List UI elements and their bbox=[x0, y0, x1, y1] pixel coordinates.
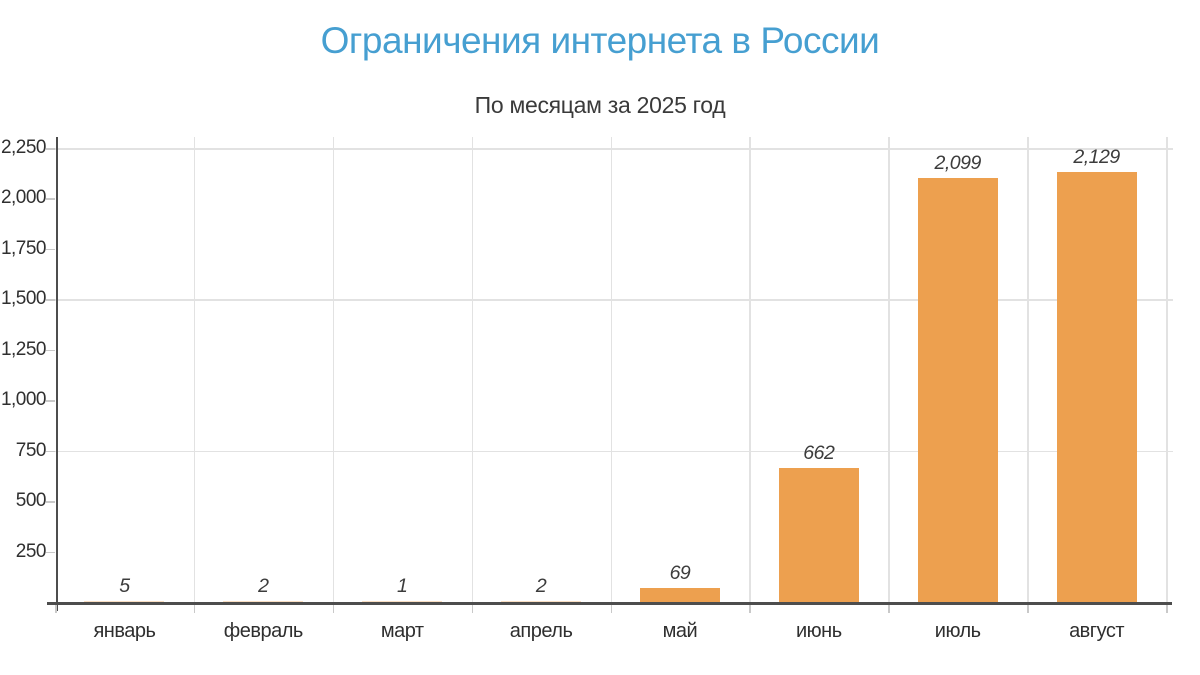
bar-апрель bbox=[501, 601, 582, 602]
horizontal-gridline bbox=[55, 299, 1173, 301]
bar-июль bbox=[917, 178, 998, 602]
y-axis-tick bbox=[46, 148, 55, 150]
y-axis-tick-label: 500 bbox=[15, 490, 47, 512]
y-axis-tick bbox=[46, 299, 55, 301]
x-axis-tick bbox=[749, 605, 751, 613]
bar-value-label: 2,099 bbox=[934, 152, 982, 175]
bar-январь bbox=[84, 600, 165, 602]
x-axis-category-label: февраль bbox=[223, 620, 304, 642]
x-axis-tick bbox=[471, 605, 474, 613]
x-axis-category-label: май bbox=[662, 620, 698, 642]
x-axis-tick bbox=[55, 605, 57, 613]
x-axis-category-label: июнь bbox=[795, 620, 842, 642]
x-axis-line bbox=[47, 602, 1172, 605]
vertical-gridline bbox=[193, 137, 196, 602]
x-axis-tick bbox=[332, 605, 335, 613]
y-axis-tick bbox=[46, 349, 55, 352]
y-axis-tick bbox=[46, 501, 55, 503]
bar-март bbox=[362, 601, 443, 602]
y-axis-tick-label: 2,250 bbox=[0, 137, 47, 158]
x-axis-category-label: март bbox=[380, 620, 424, 642]
x-axis-category-label: январь bbox=[93, 620, 156, 642]
y-axis-tick-label: 1,000 bbox=[0, 389, 47, 411]
bar-value-label: 2 bbox=[258, 575, 269, 597]
horizontal-gridline bbox=[55, 148, 1173, 150]
bar-value-label: 1 bbox=[397, 575, 408, 597]
y-axis-tick-label: 1,250 bbox=[0, 338, 47, 360]
x-axis-category-label: август bbox=[1069, 620, 1125, 642]
bar-value-label: 2,129 bbox=[1073, 146, 1120, 169]
bar-value-label: 2 bbox=[535, 575, 547, 597]
vertical-gridline bbox=[1166, 137, 1168, 602]
x-axis-tick bbox=[1027, 605, 1029, 613]
vertical-gridline bbox=[610, 137, 612, 602]
vertical-gridline bbox=[749, 137, 751, 602]
y-axis-tick bbox=[46, 400, 55, 402]
x-axis-tick bbox=[610, 605, 612, 613]
y-axis-tick-label: 1,500 bbox=[0, 288, 47, 310]
bar-value-label: 662 bbox=[803, 442, 835, 465]
bar-июнь bbox=[778, 468, 859, 602]
vertical-gridline bbox=[888, 137, 890, 602]
x-axis-category-label: апрель bbox=[509, 620, 573, 642]
y-axis-tick-label: 750 bbox=[15, 439, 47, 461]
bar-февраль bbox=[223, 601, 304, 602]
bar-май bbox=[639, 588, 720, 602]
y-axis-tick bbox=[46, 198, 55, 200]
chart-title: Ограничения интернета в России bbox=[320, 20, 880, 61]
bar-value-label: 5 bbox=[119, 574, 130, 597]
vertical-gridline bbox=[471, 137, 474, 602]
y-axis-tick bbox=[46, 551, 55, 554]
y-axis-tick-label: 1,750 bbox=[0, 237, 47, 259]
vertical-gridline bbox=[332, 137, 335, 602]
x-axis-tick bbox=[1166, 605, 1168, 613]
y-axis-tick-label: 2,000 bbox=[0, 187, 47, 209]
y-axis-line bbox=[56, 137, 58, 611]
y-axis-tick bbox=[46, 450, 55, 453]
bar-value-label: 69 bbox=[669, 562, 691, 585]
bar-август bbox=[1056, 172, 1137, 602]
chart-subtitle: По месяцам за 2025 год bbox=[474, 92, 726, 118]
horizontal-gridline bbox=[55, 450, 1173, 453]
x-axis-category-label: июль bbox=[934, 620, 981, 642]
y-axis-tick-label: 250 bbox=[15, 540, 47, 562]
x-axis-tick bbox=[193, 605, 196, 613]
vertical-gridline bbox=[1027, 137, 1029, 602]
x-axis-tick bbox=[888, 605, 890, 613]
y-axis-tick bbox=[46, 248, 55, 251]
